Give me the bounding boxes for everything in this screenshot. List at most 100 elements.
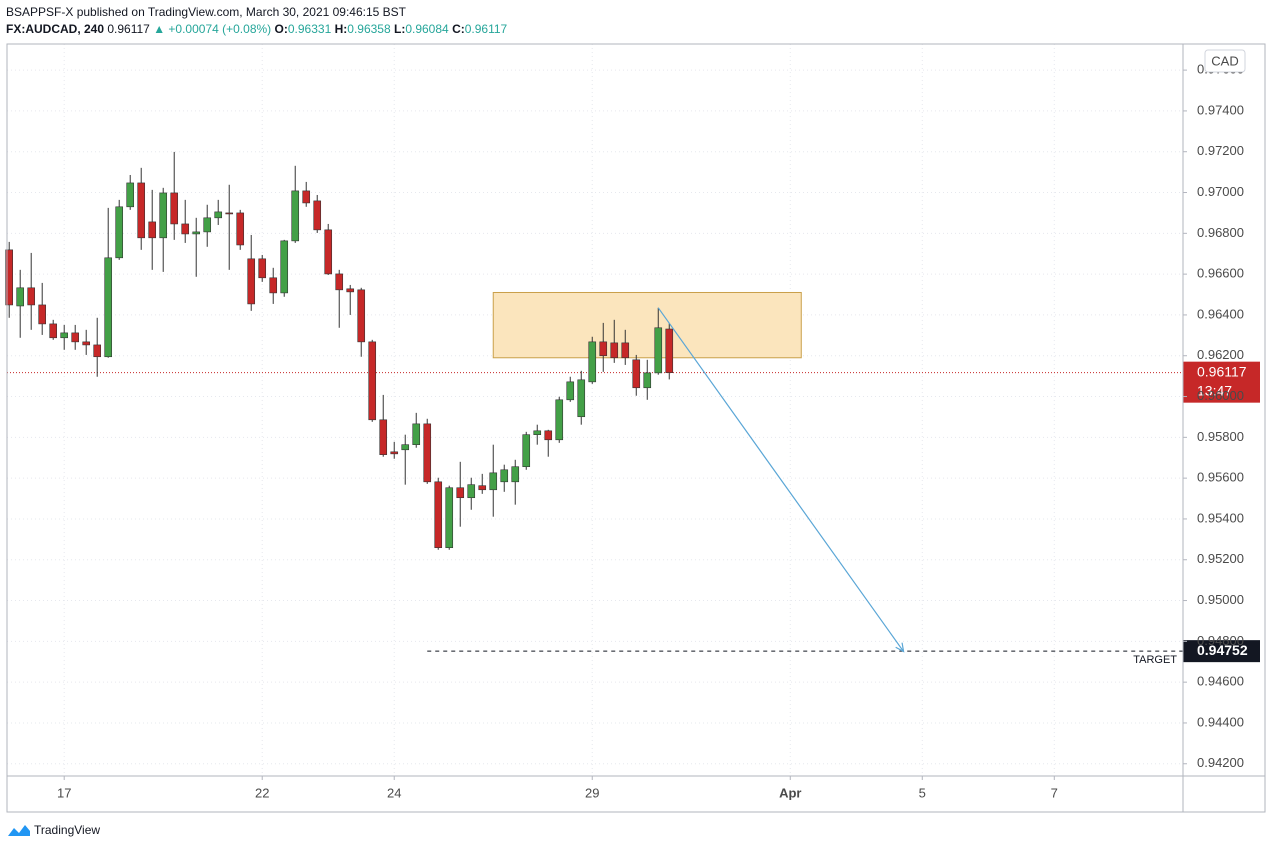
candle-body [5,249,14,306]
y-tick-label: 0.95400 [1197,510,1244,525]
candle-body [335,273,344,291]
y-tick-label: 0.94200 [1197,755,1244,770]
publish-line: BSAPPSF-X published on TradingView.com, … [6,5,407,19]
candle-body [434,481,443,549]
candle-body [643,372,652,389]
candle-body [236,212,245,246]
candle-body [280,240,289,294]
currency: CAD [1211,53,1238,68]
candle-body [599,341,608,357]
candle-body [60,332,69,339]
x-tick-label: 29 [585,785,599,800]
candle-body [104,257,113,358]
y-tick-label: 0.95000 [1197,592,1244,607]
candle-body [170,192,179,225]
candle-body [115,206,124,259]
candle-body [522,434,531,468]
candle-body [544,430,553,441]
candle-body [27,287,36,306]
candle-body [148,221,157,239]
x-tick-label: 7 [1051,785,1058,800]
candle-body [456,487,465,499]
c-value: 0.96117 [464,22,508,36]
candle-body [654,327,663,374]
candle-body [181,223,190,235]
candle-body [511,466,520,483]
candle-body [379,419,388,455]
x-tick-label: 24 [387,785,401,800]
l-label: L: [394,22,406,36]
candle-body [500,469,509,483]
candle-body [214,211,223,219]
logo: TradingView [8,823,100,837]
candle-body [16,287,25,307]
footer-brand: TradingView [34,823,100,837]
y-tick-label: 0.94400 [1197,714,1244,729]
candles [5,151,674,550]
annotations-front: 0.96117 13:47 0.94752 TARGET [657,307,1260,666]
y-tick-label: 0.94600 [1197,674,1244,689]
candle-body [192,231,201,235]
h-value: 0.96358 [347,22,391,36]
candle-body [467,484,476,499]
x-tick-label: Apr [779,785,801,800]
logo-icon [8,825,30,836]
candle-body [346,288,355,293]
candle-body [555,399,564,441]
symbol: FX:AUDCAD, 240 [6,22,105,36]
supply-zone [492,291,802,359]
o-value: 0.96331 [287,22,332,36]
candle-body [313,200,322,231]
last-price-label: 0.96117 [1197,363,1247,379]
y-tick-label: 0.96600 [1197,266,1244,281]
x-tick-label: 17 [57,785,71,800]
y-tick-label: 0.94800 [1197,633,1244,648]
candle-body [93,344,102,358]
candle-body [632,359,641,389]
candle-body [390,451,399,455]
y-tick-label: 0.97200 [1197,143,1244,158]
axes: 0.94200 0.94400 0.94600 0.94800 0.95000 0.952… [57,62,1244,801]
target-price-box [1183,640,1260,663]
annotations-back [7,291,1183,652]
x-tick-label: 5 [919,785,926,800]
candle-body [423,423,432,483]
grid [7,44,1183,776]
candle-body [247,258,256,305]
symbol-line: FX:AUDCAD, 240 0.96117 ▲ +0.00074 (+0.08… [6,22,507,36]
candle-body [445,487,454,549]
h-label: H: [334,22,348,36]
candle-body [412,423,421,445]
arrow [657,307,905,652]
o-label: O: [274,22,288,36]
last-price-box [1183,361,1260,403]
last-price: 0.96117 [107,22,150,36]
y-tick-label: 0.97000 [1197,184,1244,199]
l-value: 0.96084 [405,22,449,36]
candle-body [203,217,212,233]
candle-body [302,190,311,204]
candle-body [137,182,146,239]
candle-body [258,258,267,279]
candle-body [577,379,586,418]
candle-body [38,304,47,325]
candle-body [225,212,234,215]
x-tick-label: 22 [255,785,269,800]
candle-body [588,341,597,383]
y-tick-label: 0.97400 [1197,102,1244,117]
candle-body [566,381,575,401]
countdown-label: 13:47 [1197,382,1232,398]
candle-body [49,323,58,339]
y-tick-label: 0.96200 [1197,347,1244,362]
candle-body [610,342,619,359]
y-tick-label: 0.95800 [1197,429,1244,444]
candle-body [82,341,91,346]
candle-body [665,328,674,373]
target-price-label: 0.94752 [1197,642,1248,658]
c-label: C: [452,22,465,36]
candle-body [533,430,542,435]
y-tick-label: 0.95200 [1197,551,1244,566]
candle-body [269,277,278,294]
